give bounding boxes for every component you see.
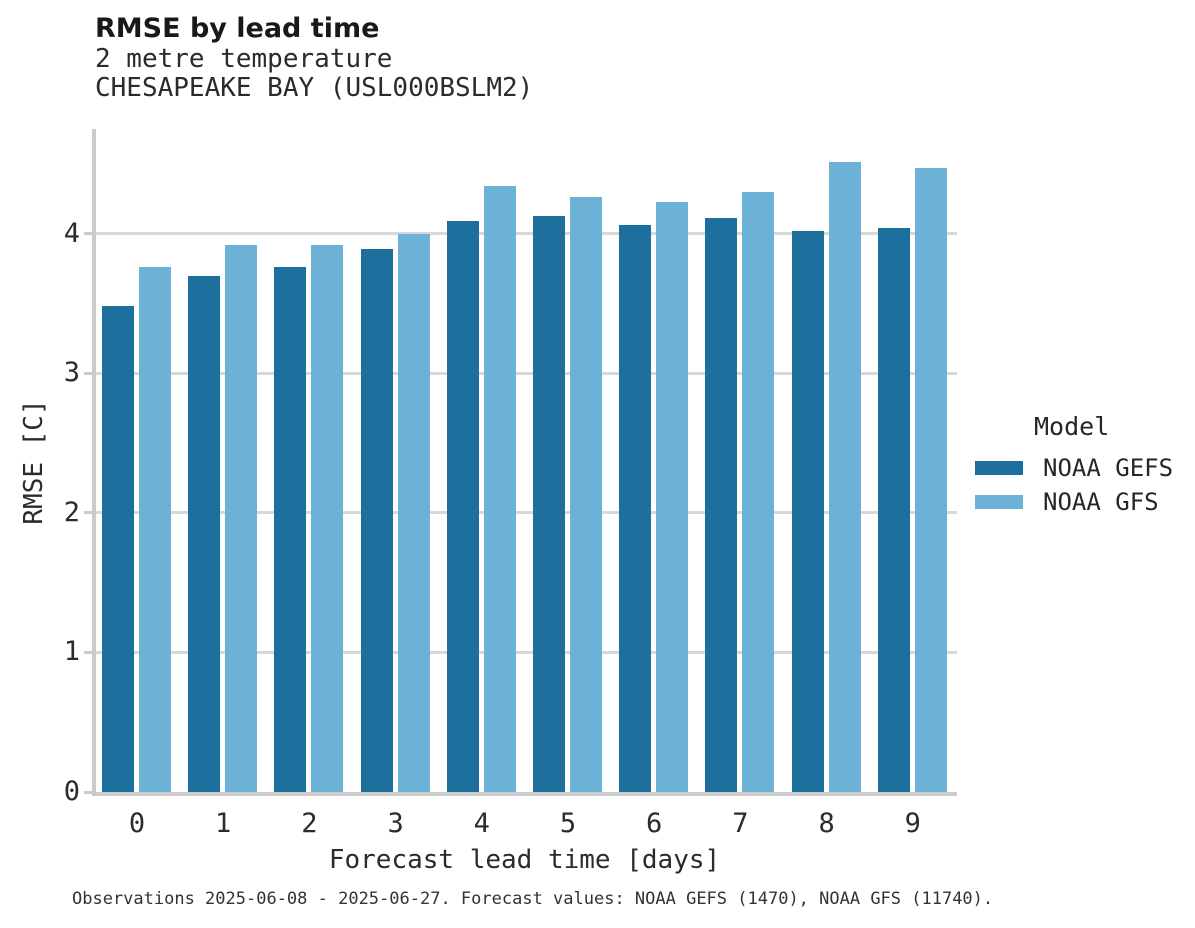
legend-swatch-noaa-gfs-icon [975, 495, 1023, 509]
ytick-mark-4 [84, 232, 92, 236]
bar-noaa-gefs-day-0 [102, 306, 134, 792]
bar-noaa-gfs-day-5 [570, 197, 602, 792]
bar-noaa-gefs-day-6 [619, 225, 652, 792]
xtick-label-0: 0 [128, 808, 146, 839]
chart-subtitle-station: CHESAPEAKE BAY (USL000BSLM2) [95, 73, 534, 103]
legend: Model NOAA GEFS NOAA GFS [975, 412, 1173, 519]
chart-title: RMSE by lead time [95, 13, 380, 44]
ytick-mark-0 [84, 790, 92, 794]
bar-noaa-gfs-day-0 [139, 267, 171, 792]
xtick-label-2: 2 [301, 808, 318, 839]
bar-noaa-gefs-day-7 [705, 218, 738, 792]
xtick-label-7: 7 [732, 808, 749, 839]
bar-noaa-gfs-day-9 [914, 168, 947, 792]
title-block: RMSE by lead time 2 metre temperature CH… [95, 12, 533, 103]
xtick-label-8: 8 [818, 808, 835, 839]
bar-noaa-gfs-day-4 [483, 186, 516, 792]
ytick-mark-2 [84, 511, 92, 515]
legend-label-noaa-gefs: NOAA GEFS [1043, 454, 1174, 482]
plot-area: 0 1 2 3 4 0 1 2 3 4 5 6 7 8 9 [64, 129, 957, 837]
ytick-mark-3 [84, 371, 92, 375]
xtick-label-9: 9 [904, 808, 921, 839]
ytick-label-2: 2 [63, 496, 80, 528]
legend-label-noaa-gfs: NOAA GFS [1043, 488, 1159, 516]
ytick-label-4: 4 [63, 217, 80, 249]
bar-noaa-gefs-day-9 [877, 228, 910, 792]
bar-noaa-gefs-day-8 [791, 231, 824, 792]
chart-subtitle-variable: 2 metre temperature [95, 44, 393, 74]
ytick-label-1: 1 [63, 636, 80, 668]
xtick-label-5: 5 [559, 808, 577, 839]
bar-noaa-gfs-day-2 [311, 245, 344, 792]
legend-swatch-noaa-gefs-icon [975, 461, 1023, 475]
xtick-label-4: 4 [473, 808, 490, 839]
legend-entry-noaa-gefs: NOAA GEFS [975, 451, 1173, 485]
gridline-y-3 [96, 371, 957, 375]
x-axis-label: Forecast lead time [days] [328, 845, 721, 875]
bar-noaa-gfs-day-8 [828, 162, 861, 792]
gridline-y-1 [96, 650, 957, 654]
ytick-label-3: 3 [63, 357, 80, 389]
bar-noaa-gfs-day-3 [397, 234, 430, 792]
xtick-label-3: 3 [387, 808, 404, 839]
bar-noaa-gefs-day-1 [188, 276, 221, 792]
bar-noaa-gefs-day-2 [274, 267, 307, 792]
xtick-label-6: 6 [646, 808, 663, 839]
bar-noaa-gfs-day-7 [742, 192, 775, 792]
bar-noaa-gefs-day-5 [533, 216, 565, 792]
ytick-label-0: 0 [63, 776, 80, 807]
gridline-y-2 [96, 511, 957, 515]
bar-noaa-gefs-day-3 [360, 249, 393, 792]
bar-noaa-gfs-day-1 [225, 245, 258, 792]
bar-noaa-gefs-day-4 [446, 221, 479, 792]
ytick-mark-1 [84, 650, 92, 654]
gridline-y-4 [96, 232, 957, 236]
caption: Observations 2025-06-08 - 2025-06-27. Fo… [72, 889, 994, 909]
legend-entry-noaa-gfs: NOAA GFS [975, 485, 1173, 519]
xtick-label-1: 1 [215, 808, 232, 839]
legend-title: Model [1034, 412, 1110, 441]
bar-noaa-gfs-day-6 [656, 202, 689, 792]
